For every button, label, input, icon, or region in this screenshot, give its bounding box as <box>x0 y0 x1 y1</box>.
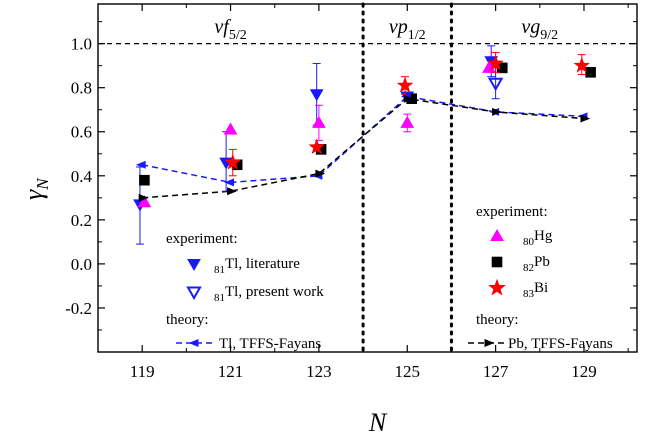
data-point-6-4 <box>492 107 502 116</box>
legend-entry-tl-present: 81Tl, present work <box>214 284 324 304</box>
legend-entry-pb: 82Pb <box>523 254 550 274</box>
x-tick-label: 121 <box>218 362 244 381</box>
axes: -0.2 0.0 0.2 0.4 0.6 0.8 1.0 119 121 123 125 127 129 <box>65 3 638 381</box>
legend-entry-tl-literature: 81Tl, literature <box>214 256 300 276</box>
legend-entry-tl-theory: Tl, TFFS-Fayans <box>219 336 321 352</box>
y-tick-label: 1.0 <box>71 35 92 54</box>
data-point-2-1 <box>223 122 238 135</box>
data-point-6-2 <box>315 169 326 178</box>
data-point-3-0 <box>139 174 150 186</box>
data-point-6-0 <box>138 193 149 202</box>
y-axis-title: γN <box>19 177 52 200</box>
legend-marker-tl-present <box>186 286 202 301</box>
data-point-2-3 <box>400 115 415 128</box>
y-tick-label: 0.8 <box>71 79 92 98</box>
legend-right-theory-label: theory: <box>476 312 519 328</box>
y-tick-label: 0.4 <box>71 167 93 186</box>
legend-marker-tl-theory <box>188 339 199 347</box>
data-point-6-5 <box>580 114 591 123</box>
legend-entry-pb-theory: Pb, TFFS-Fayans <box>508 336 613 352</box>
region-label-1: νf5/2 <box>214 16 246 43</box>
legend-marker-hg <box>490 228 504 241</box>
data-point-5-1 <box>224 178 235 187</box>
data-point-4-4 <box>573 57 590 73</box>
x-axis-title: N <box>368 408 388 437</box>
y-tick-label: 0.6 <box>71 123 92 142</box>
theory-lines <box>142 95 585 199</box>
series-line-5 <box>142 95 585 184</box>
chart-text: NγN νf5/2 νp1/2 νg9/2 <box>19 16 558 437</box>
data-point-2-0 <box>137 195 152 208</box>
data-point-1-0 <box>487 77 504 92</box>
legend-left-theory-label: theory: <box>166 312 209 328</box>
data-point-2-2 <box>312 115 326 128</box>
series-line-6 <box>142 97 585 199</box>
legend-right-experiment-label: experiment: <box>476 204 548 220</box>
region-label-2: νp1/2 <box>389 16 426 43</box>
legend-left-experiment-label: experiment: <box>166 231 238 247</box>
legend-marker-pb <box>491 256 503 268</box>
x-tick-label: 127 <box>483 362 509 381</box>
legend-marker-tl-literature <box>187 259 201 272</box>
data-point-4-0 <box>224 153 241 170</box>
legend-entry-bi: 83Bi <box>523 280 548 300</box>
legend-left: experiment: 81Tl, literature 81Tl, present… <box>166 231 324 352</box>
y-tick-label: 0.0 <box>71 255 92 274</box>
data-point-0-2 <box>309 89 324 102</box>
data-points <box>133 45 596 245</box>
reference-lines <box>98 2 637 354</box>
data-point-4-2 <box>396 76 414 93</box>
region-label-3: νg9/2 <box>521 16 558 43</box>
data-point-5-0 <box>135 160 146 169</box>
data-point-4-1 <box>308 138 325 155</box>
y-tick-label: -0.2 <box>65 299 92 318</box>
x-tick-label: 125 <box>395 362 421 381</box>
x-tick-label: 123 <box>306 362 332 381</box>
legend-marker-bi <box>488 278 506 296</box>
x-tick-label: 119 <box>130 362 155 381</box>
plot-frame <box>97 3 638 353</box>
x-tick-label: 129 <box>571 362 597 381</box>
data-point-4-3 <box>487 54 504 71</box>
data-point-6-3 <box>403 94 414 103</box>
data-point-6-1 <box>227 187 237 196</box>
legend-marker-pb-theory <box>484 339 495 347</box>
y-tick-label: 0.2 <box>71 211 92 230</box>
legend-entry-hg: 80Hg <box>523 228 553 248</box>
data-point-3-5 <box>585 66 596 78</box>
legend: experiment: 81Tl, literature 81Tl, present… <box>166 204 613 352</box>
